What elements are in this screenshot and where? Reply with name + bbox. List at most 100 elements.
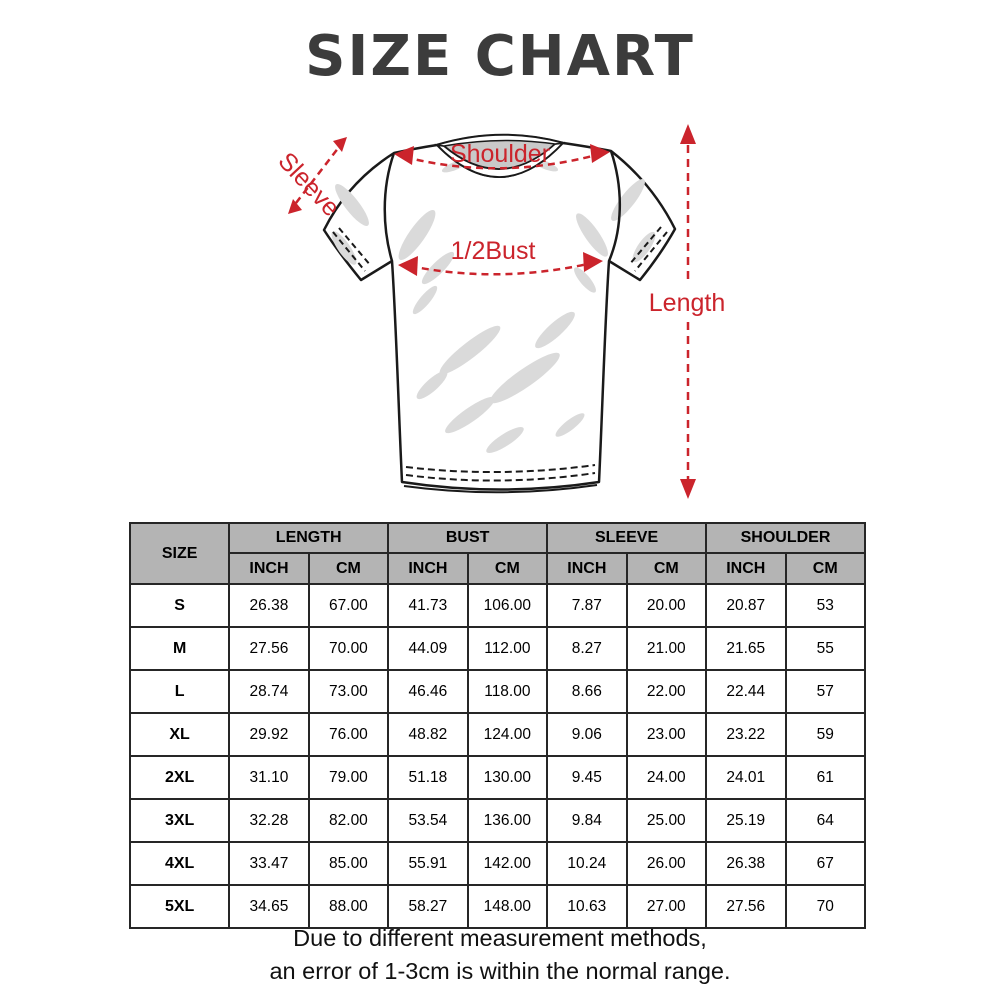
- value-cell: 124.00: [466, 712, 549, 757]
- value-cell: 27.56: [228, 626, 310, 671]
- value-cell: 88.00: [307, 884, 390, 929]
- value-cell: 136.00: [466, 798, 549, 843]
- size-cell: M: [128, 626, 231, 671]
- size-cell: 5XL: [128, 884, 231, 929]
- value-cell: 106.00: [466, 583, 549, 628]
- table-row-5xl: 5XL 34.65 88.00 58.27 148.00 10.63 27.00 27.56 7…: [128, 884, 866, 929]
- size-table-container: SIZE LENGTH BUST SLEEVE SHOULDER INCH CM INCH CM…: [128, 522, 866, 929]
- value-cell: 73.00: [307, 669, 390, 714]
- value-cell: 24.00: [625, 755, 708, 800]
- table-row-l: L 28.74 73.00 46.46 118.00 8.66 22.00 22.44 57: [128, 669, 866, 714]
- length-arrow: [680, 124, 696, 499]
- hem-stitches: [405, 464, 596, 482]
- value-cell: 58.27: [387, 884, 469, 929]
- value-cell: 142.00: [466, 841, 549, 886]
- value-cell: 20.00: [625, 583, 708, 628]
- value-cell: 82.00: [307, 798, 390, 843]
- value-cell: 53.54: [387, 798, 469, 843]
- shoulder-label: Shoulder: [450, 140, 550, 168]
- value-cell: 31.10: [228, 755, 310, 800]
- sleeve-arrow: [288, 137, 347, 214]
- unit-header-inch-2: INCH: [387, 552, 469, 585]
- value-cell: 26.00: [625, 841, 708, 886]
- column-group-header-sleeve: SLEEVE: [546, 522, 708, 554]
- column-group-header-length: LENGTH: [228, 522, 390, 554]
- value-cell: 9.84: [546, 798, 628, 843]
- value-cell: 21.00: [625, 626, 708, 671]
- measurement-disclaimer: Due to different measurement methods, an…: [0, 922, 1000, 988]
- value-cell: 20.87: [705, 583, 787, 628]
- size-cell: 4XL: [128, 841, 231, 886]
- page-title: SIZE CHART: [305, 24, 695, 89]
- value-cell: 41.73: [387, 583, 469, 628]
- value-cell: 26.38: [228, 583, 310, 628]
- value-cell: 27.56: [705, 884, 787, 929]
- unit-header-cm-5: CM: [625, 552, 708, 585]
- column-group-header-bust: BUST: [387, 522, 549, 554]
- bust-label: 1/2Bust: [451, 237, 536, 265]
- value-cell: 130.00: [466, 755, 549, 800]
- table-row-m: M 27.56 70.00 44.09 112.00 8.27 21.00 21.65 55: [128, 626, 866, 671]
- value-cell: 64: [784, 798, 866, 843]
- value-cell: 48.82: [387, 712, 469, 757]
- value-cell: 25.19: [705, 798, 787, 843]
- unit-header-inch-6: INCH: [705, 552, 787, 585]
- value-cell: 10.63: [546, 884, 628, 929]
- value-cell: 9.45: [546, 755, 628, 800]
- value-cell: 21.65: [705, 626, 787, 671]
- value-cell: 85.00: [307, 841, 390, 886]
- table-row-2xl: 2XL 31.10 79.00 51.18 130.00 9.45 24.00 24.01 61: [128, 755, 866, 800]
- value-cell: 27.00: [625, 884, 708, 929]
- value-cell: 59: [784, 712, 866, 757]
- size-table-head: SIZE LENGTH BUST SLEEVE SHOULDER INCH CM INCH CM…: [128, 522, 866, 585]
- value-cell: 9.06: [546, 712, 628, 757]
- size-cell: 2XL: [128, 755, 231, 800]
- value-cell: 28.74: [228, 669, 310, 714]
- size-table: SIZE LENGTH BUST SLEEVE SHOULDER INCH CM INCH CM…: [128, 522, 866, 929]
- size-cell: L: [128, 669, 231, 714]
- unit-header-inch-4: INCH: [546, 552, 628, 585]
- value-cell: 76.00: [307, 712, 390, 757]
- unit-header-cm-3: CM: [466, 552, 549, 585]
- size-cell: S: [128, 583, 231, 628]
- unit-header-inch-0: INCH: [228, 552, 310, 585]
- value-cell: 79.00: [307, 755, 390, 800]
- tshirt-measurement-diagram: Shoulder 1/2Bust Sleeve Lengt: [273, 124, 725, 499]
- value-cell: 25.00: [625, 798, 708, 843]
- value-cell: 61: [784, 755, 866, 800]
- value-cell: 57: [784, 669, 866, 714]
- value-cell: 44.09: [387, 626, 469, 671]
- value-cell: 67.00: [307, 583, 390, 628]
- value-cell: 8.27: [546, 626, 628, 671]
- value-cell: 34.65: [228, 884, 310, 929]
- length-label: Length: [649, 289, 725, 317]
- bust-arrow: [398, 252, 603, 276]
- tshirt-outline: [322, 133, 677, 494]
- value-cell: 148.00: [466, 884, 549, 929]
- value-cell: 32.28: [228, 798, 310, 843]
- value-cell: 46.46: [387, 669, 469, 714]
- value-cell: 7.87: [546, 583, 628, 628]
- value-cell: 70: [784, 884, 866, 929]
- value-cell: 22.44: [705, 669, 787, 714]
- unit-header-cm-7: CM: [784, 552, 866, 585]
- table-row-4xl: 4XL 33.47 85.00 55.91 142.00 10.24 26.00 26.38 6…: [128, 841, 866, 886]
- value-cell: 22.00: [625, 669, 708, 714]
- table-row-xl: XL 29.92 76.00 48.82 124.00 9.06 23.00 23.22 59: [128, 712, 866, 757]
- value-cell: 10.24: [546, 841, 628, 886]
- shoulder-arrow: [394, 144, 610, 170]
- value-cell: 112.00: [466, 626, 549, 671]
- value-cell: 33.47: [228, 841, 310, 886]
- value-cell: 24.01: [705, 755, 787, 800]
- unit-header-cm-1: CM: [307, 552, 390, 585]
- disclaimer-line-1: Due to different measurement methods,: [293, 925, 707, 951]
- column-header-size: SIZE: [128, 522, 231, 585]
- value-cell: 118.00: [466, 669, 549, 714]
- value-cell: 70.00: [307, 626, 390, 671]
- disclaimer-line-2: an error of 1-3cm is within the normal r…: [269, 958, 731, 984]
- value-cell: 55.91: [387, 841, 469, 886]
- value-cell: 55: [784, 626, 866, 671]
- cuff-stitches: [332, 226, 668, 272]
- size-cell: 3XL: [128, 798, 231, 843]
- value-cell: 67: [784, 841, 866, 886]
